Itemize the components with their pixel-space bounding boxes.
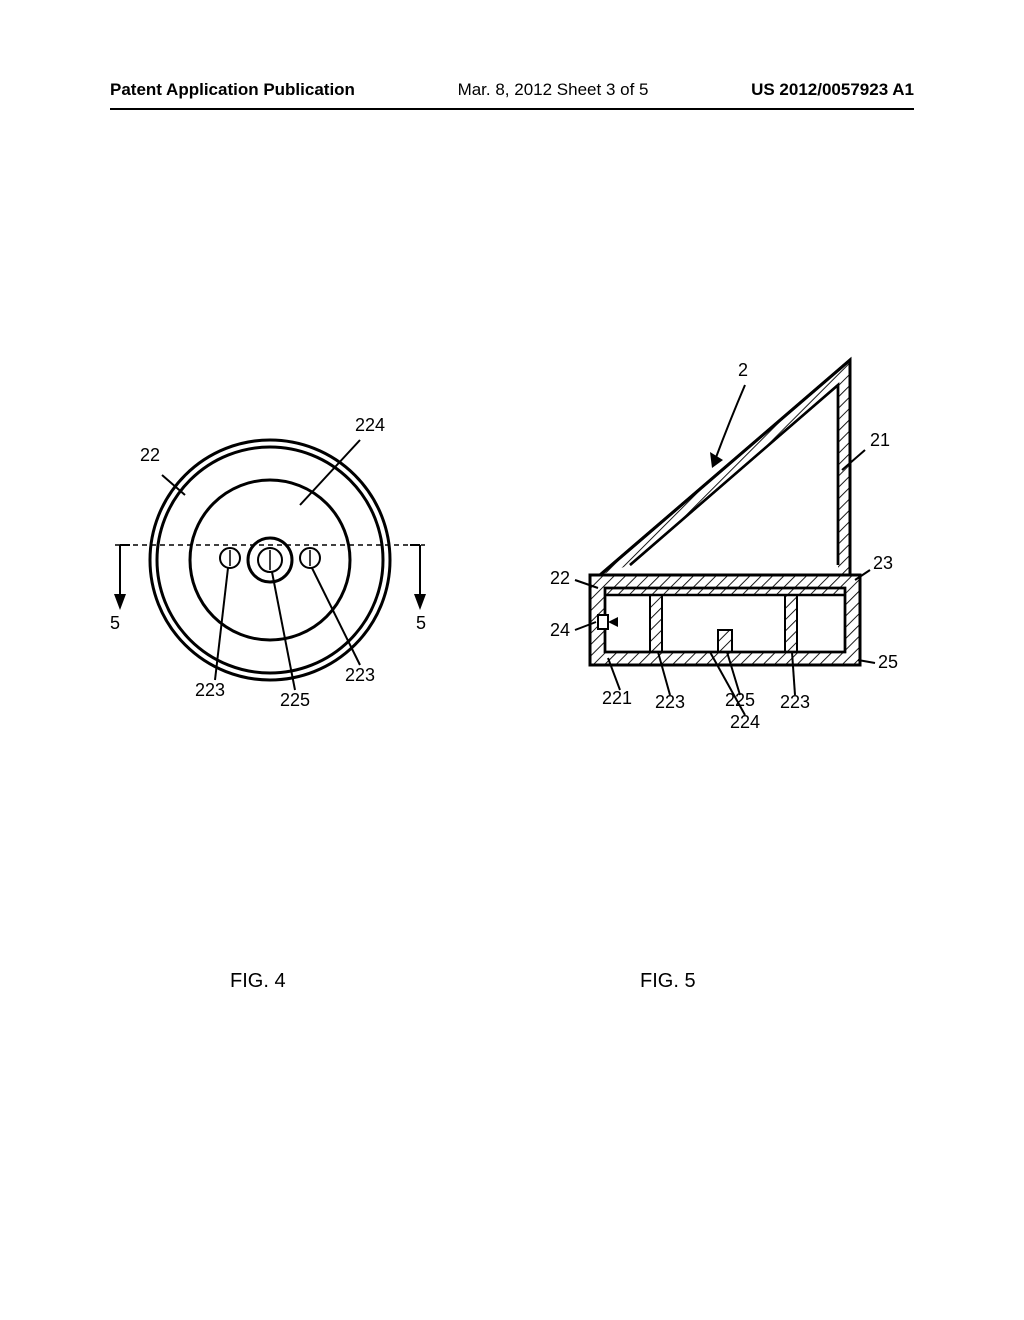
ref-223-right-fig5: 223 — [780, 692, 810, 713]
ref-5-right: 5 — [416, 613, 426, 634]
fig4-label: FIG. 4 — [230, 970, 286, 993]
ref-23: 23 — [873, 553, 893, 574]
fig5-label: FIG. 5 — [640, 970, 696, 993]
ref-22-fig5: 22 — [550, 568, 570, 589]
figure-4: 22 224 5 5 223 223 225 — [100, 390, 440, 735]
ref-25: 25 — [878, 652, 898, 673]
header-left: Patent Application Publication — [110, 80, 355, 100]
ref-224-fig5: 224 — [730, 712, 760, 733]
ref-223-left-fig5: 223 — [655, 692, 685, 713]
ref-223-right: 223 — [345, 665, 375, 686]
header-right: US 2012/0057923 A1 — [751, 80, 914, 100]
header-divider — [110, 108, 914, 110]
ref-221: 221 — [602, 688, 632, 709]
figure-5: 2 21 22 23 24 25 221 223 225 223 224 — [520, 330, 920, 755]
ref-21: 21 — [870, 430, 890, 451]
ref-24: 24 — [550, 620, 570, 641]
ref-225-fig5: 225 — [725, 690, 755, 711]
ref-223-left: 223 — [195, 680, 225, 701]
ref-5-left: 5 — [110, 613, 120, 634]
ref-2: 2 — [738, 360, 748, 381]
header-center: Mar. 8, 2012 Sheet 3 of 5 — [458, 80, 649, 100]
ref-224: 224 — [355, 415, 385, 436]
ref-225: 225 — [280, 690, 310, 711]
ref-22: 22 — [140, 445, 160, 466]
figures-container: 22 224 5 5 223 223 225 — [0, 330, 1024, 830]
